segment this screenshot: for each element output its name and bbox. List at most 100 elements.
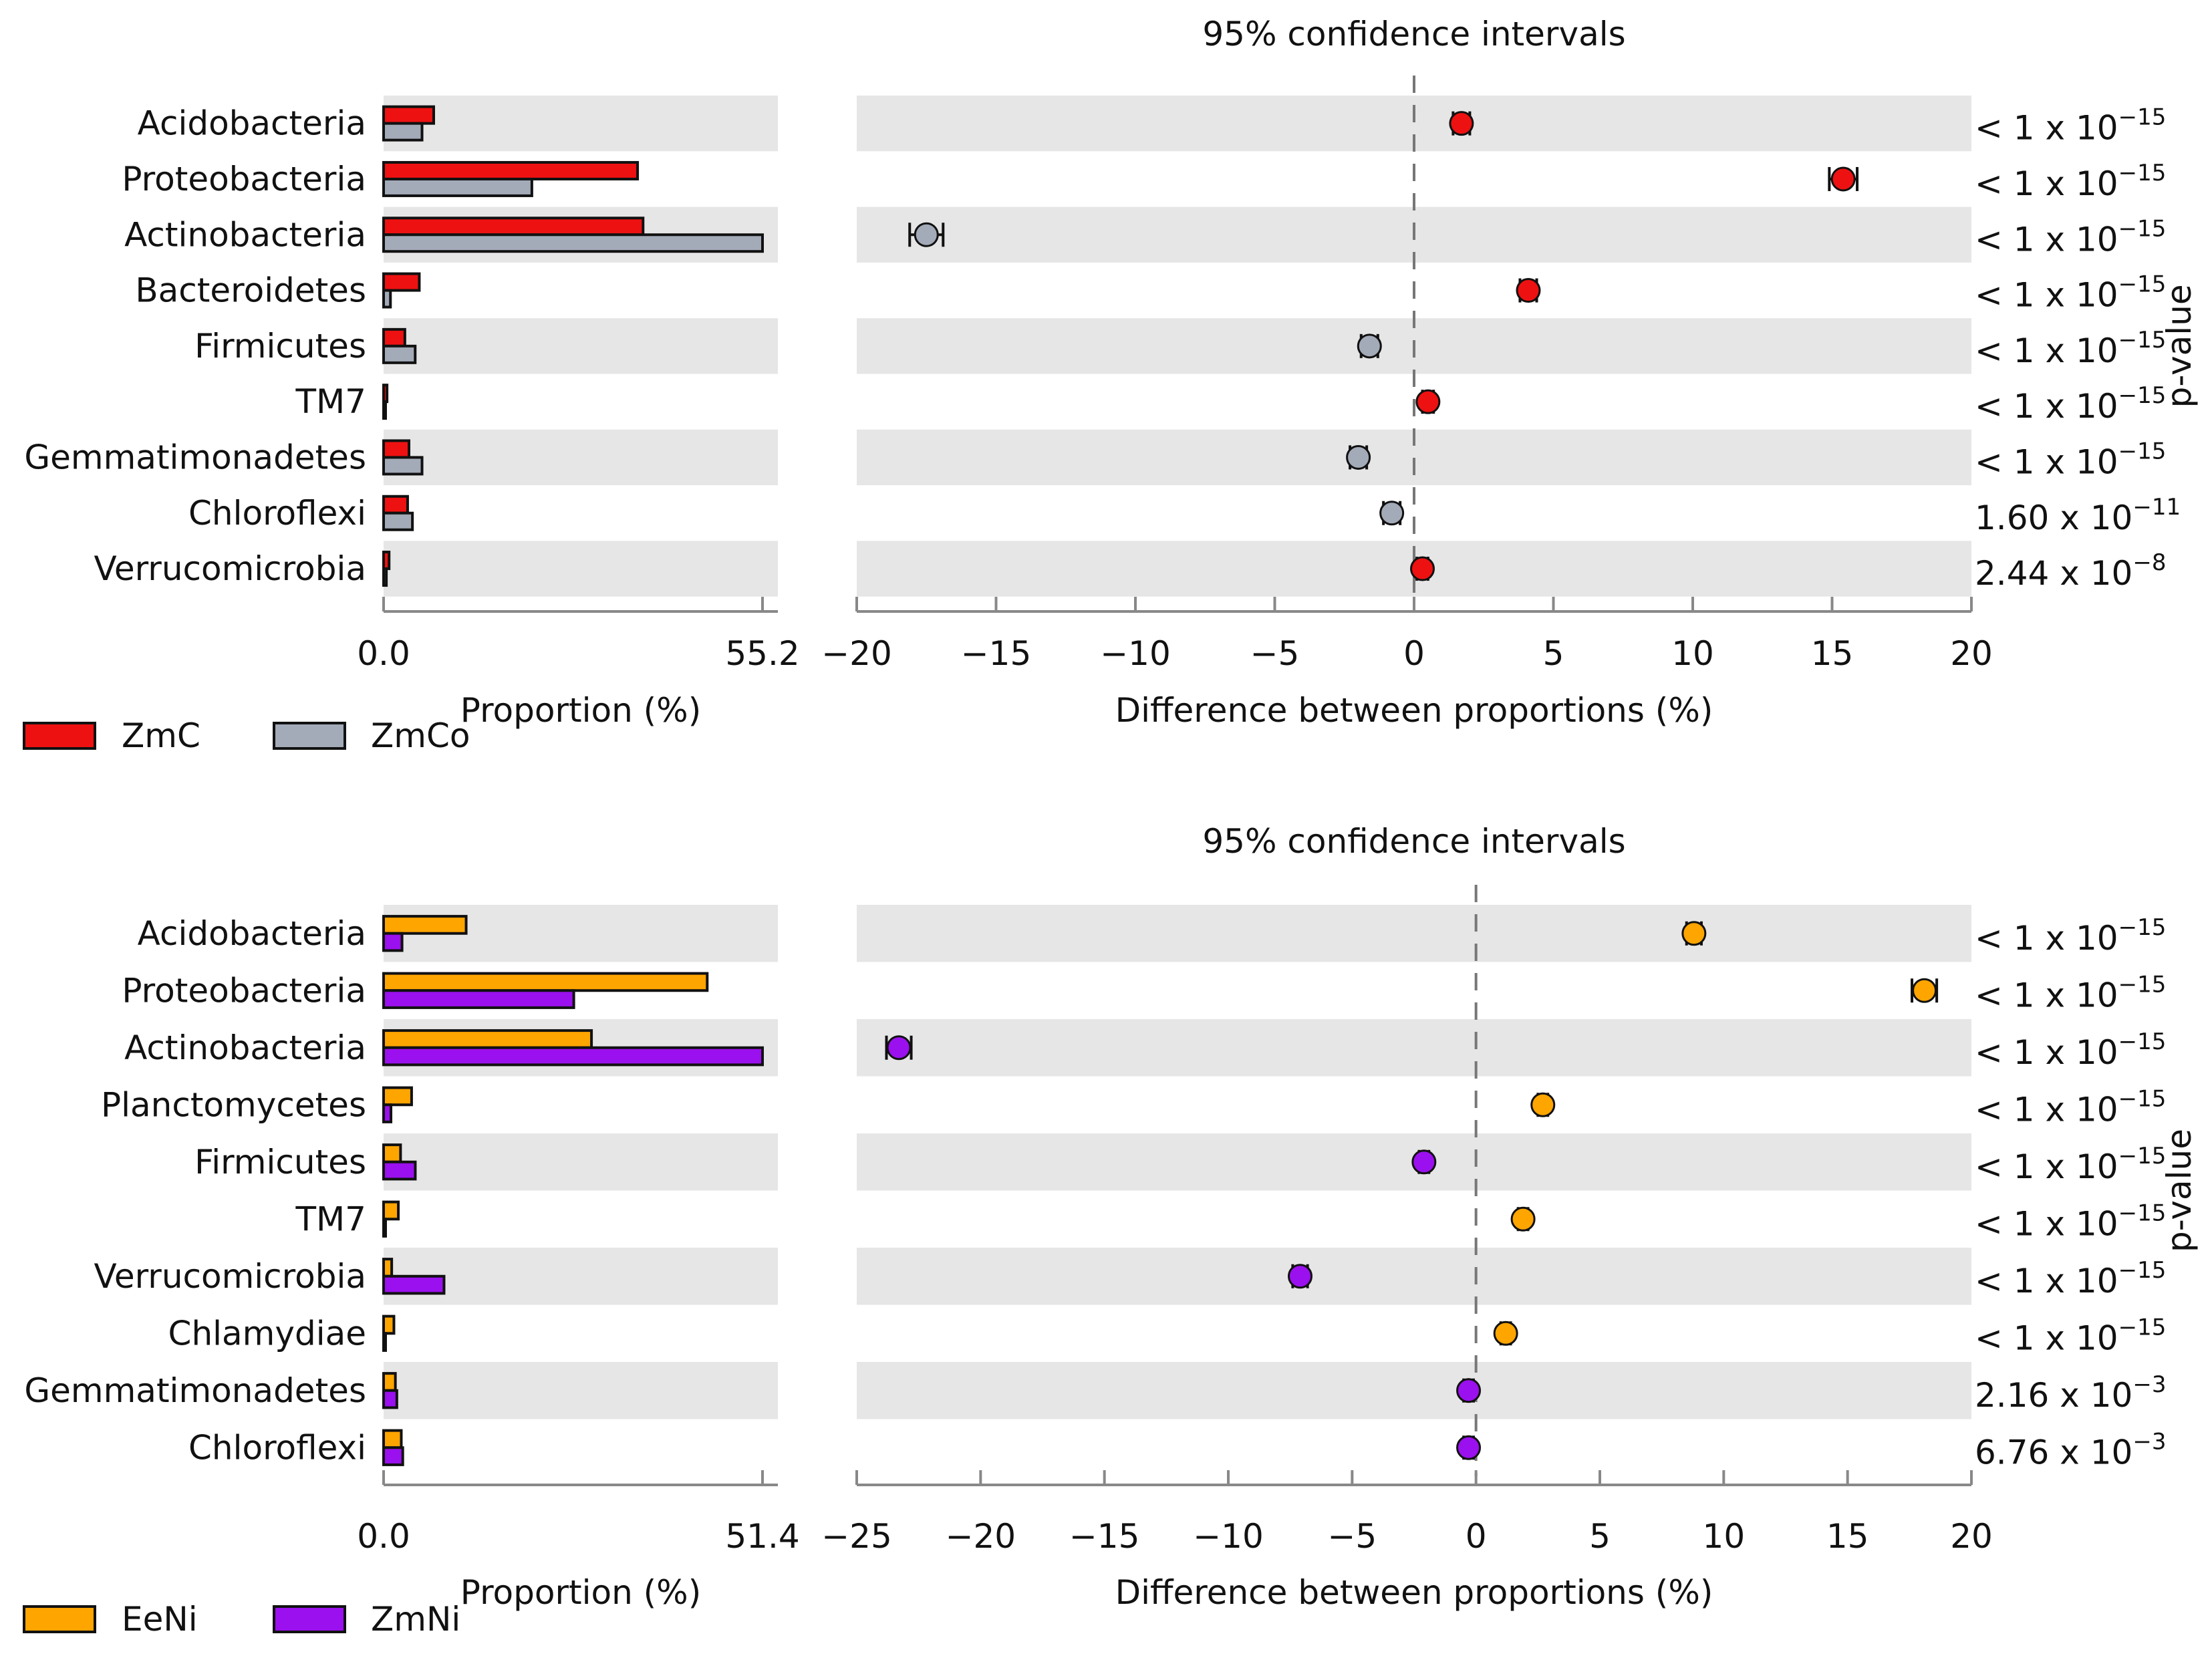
row-band-ci (857, 1019, 1971, 1077)
category-label: TM7 (295, 382, 367, 421)
ci-tick-label: −5 (1250, 634, 1300, 673)
ci-point (886, 1035, 912, 1061)
ci-tick-label: −20 (946, 1517, 1016, 1556)
category-label: TM7 (295, 1200, 367, 1238)
p-value-base: < 1 x 10 (1975, 976, 2118, 1014)
p-value-axis-label: p-value (2160, 1129, 2199, 1252)
category-label: Proteobacteria (122, 971, 366, 1010)
legend-swatch-zmco (273, 722, 346, 750)
p-value-base: < 1 x 10 (1975, 220, 2118, 259)
p-value-text: < 1 x 10−15 (1975, 382, 2166, 426)
p-value-exponent: −15 (2118, 971, 2167, 998)
ci-tick-label: −15 (961, 634, 1032, 673)
p-value-axis-label: p-value (2160, 284, 2199, 408)
category-label: Bacteroidetes (135, 271, 366, 310)
bar-zmco (382, 289, 392, 309)
bar-zmc (382, 384, 389, 404)
ci-tick-label: −20 (821, 634, 892, 673)
p-value-text: < 1 x 10−15 (1975, 1200, 2166, 1243)
ci-tick-label: 20 (1950, 634, 1993, 673)
legend: EeNi ZmNi (23, 1600, 460, 1639)
ci-point (1516, 278, 1541, 303)
bar-zmco (382, 456, 424, 476)
ci-point (1415, 389, 1441, 414)
ci-tick-label: 5 (1543, 634, 1564, 673)
category-label: Firmicutes (194, 327, 366, 366)
bar-eeni (382, 1429, 403, 1449)
category-label: Firmicutes (194, 1143, 366, 1182)
ci-tick-label: 10 (1671, 634, 1714, 673)
category-label: Planctomycetes (101, 1085, 366, 1124)
p-value-exponent: −15 (2118, 160, 2167, 186)
p-value-text: < 1 x 10−15 (1975, 271, 2166, 315)
p-value-base: 6.76 x 10 (1975, 1433, 2132, 1472)
ci-tick-label: −15 (1069, 1517, 1140, 1556)
legend: ZmC ZmCo (23, 716, 470, 755)
ci-point (1681, 921, 1707, 946)
bar-tick-label: 0.0 (357, 634, 410, 673)
legend-label-zmc: ZmC (122, 716, 200, 755)
ci-tick-label: −5 (1327, 1517, 1377, 1556)
p-value-exponent: −15 (2118, 914, 2167, 941)
row-band-bar (384, 318, 778, 374)
p-value-base: < 1 x 10 (1975, 1204, 2118, 1243)
bar-zmni (382, 1274, 446, 1295)
ci-tick-label: 20 (1950, 1517, 1993, 1556)
p-value-text: 6.76 x 10−3 (1975, 1428, 2166, 1472)
ci-tick-label: −10 (1100, 634, 1171, 673)
bar-eeni (382, 1200, 400, 1221)
bar-zmc (382, 272, 421, 292)
bar-zmc (382, 439, 411, 459)
ci-point (1411, 1149, 1437, 1175)
p-value-exponent: −15 (2118, 1085, 2167, 1112)
ci-point (1912, 978, 1937, 1003)
ci-point (1493, 1321, 1518, 1346)
bar-zmni (382, 1218, 387, 1238)
chart-panel-1: 95% confidence intervals Acidobacteria < 1… (23, 15, 2199, 755)
bar-x-axis-label: Proportion (%) (460, 691, 701, 730)
chart-panel-2: 95% confidence intervals Acidobacteria < 1… (23, 822, 2199, 1639)
ci-x-axis-label: Difference between proportions (%) (1115, 691, 1713, 730)
legend-label-zmco: ZmCo (371, 716, 470, 755)
bar-zmco (382, 122, 424, 142)
ci-point (1510, 1206, 1536, 1232)
bar-eeni (382, 1029, 593, 1049)
p-value-exponent: −15 (2118, 1200, 2167, 1226)
p-value-base: < 1 x 10 (1975, 387, 2118, 426)
bar-zmc (382, 551, 391, 571)
p-value-text: < 1 x 10−15 (1975, 1314, 2166, 1357)
ci-title: 95% confidence intervals (1202, 822, 1625, 861)
bar-zmni (382, 1389, 398, 1409)
p-value-base: < 1 x 10 (1975, 109, 2118, 148)
bar-zmco (382, 511, 414, 531)
row-band-bar (384, 96, 778, 152)
bar-eeni (382, 1086, 413, 1107)
bar-zmni (382, 932, 404, 952)
p-value-text: < 1 x 10−15 (1975, 104, 2166, 148)
ci-point (1449, 111, 1474, 136)
bar-zmc (382, 495, 409, 515)
ci-point (1456, 1378, 1482, 1403)
category-label: Acidobacteria (138, 914, 366, 953)
bar-zmc (382, 160, 640, 180)
p-value-exponent: −3 (2132, 1428, 2166, 1455)
p-value-exponent: −15 (2118, 271, 2167, 298)
p-value-exponent: −8 (2132, 549, 2166, 576)
bar-zmc (382, 327, 406, 348)
bar-zmco (382, 400, 387, 420)
p-value-base: < 1 x 10 (1975, 1090, 2118, 1129)
bar-zmni (382, 1103, 393, 1123)
legend-label-zmni: ZmNi (371, 1600, 460, 1639)
p-value-exponent: −11 (2132, 494, 2181, 521)
bar-x-axis-label: Proportion (%) (460, 1573, 701, 1612)
p-value-base: < 1 x 10 (1975, 276, 2118, 315)
bar-zmni (382, 1332, 387, 1352)
p-value-base: < 1 x 10 (1975, 1318, 2118, 1357)
p-value-base: 2.16 x 10 (1975, 1376, 2132, 1415)
ci-tick-label: 0 (1403, 634, 1425, 673)
bar-eeni (382, 1258, 394, 1278)
p-value-exponent: −15 (2118, 1143, 2167, 1169)
bar-zmni (382, 1160, 417, 1181)
